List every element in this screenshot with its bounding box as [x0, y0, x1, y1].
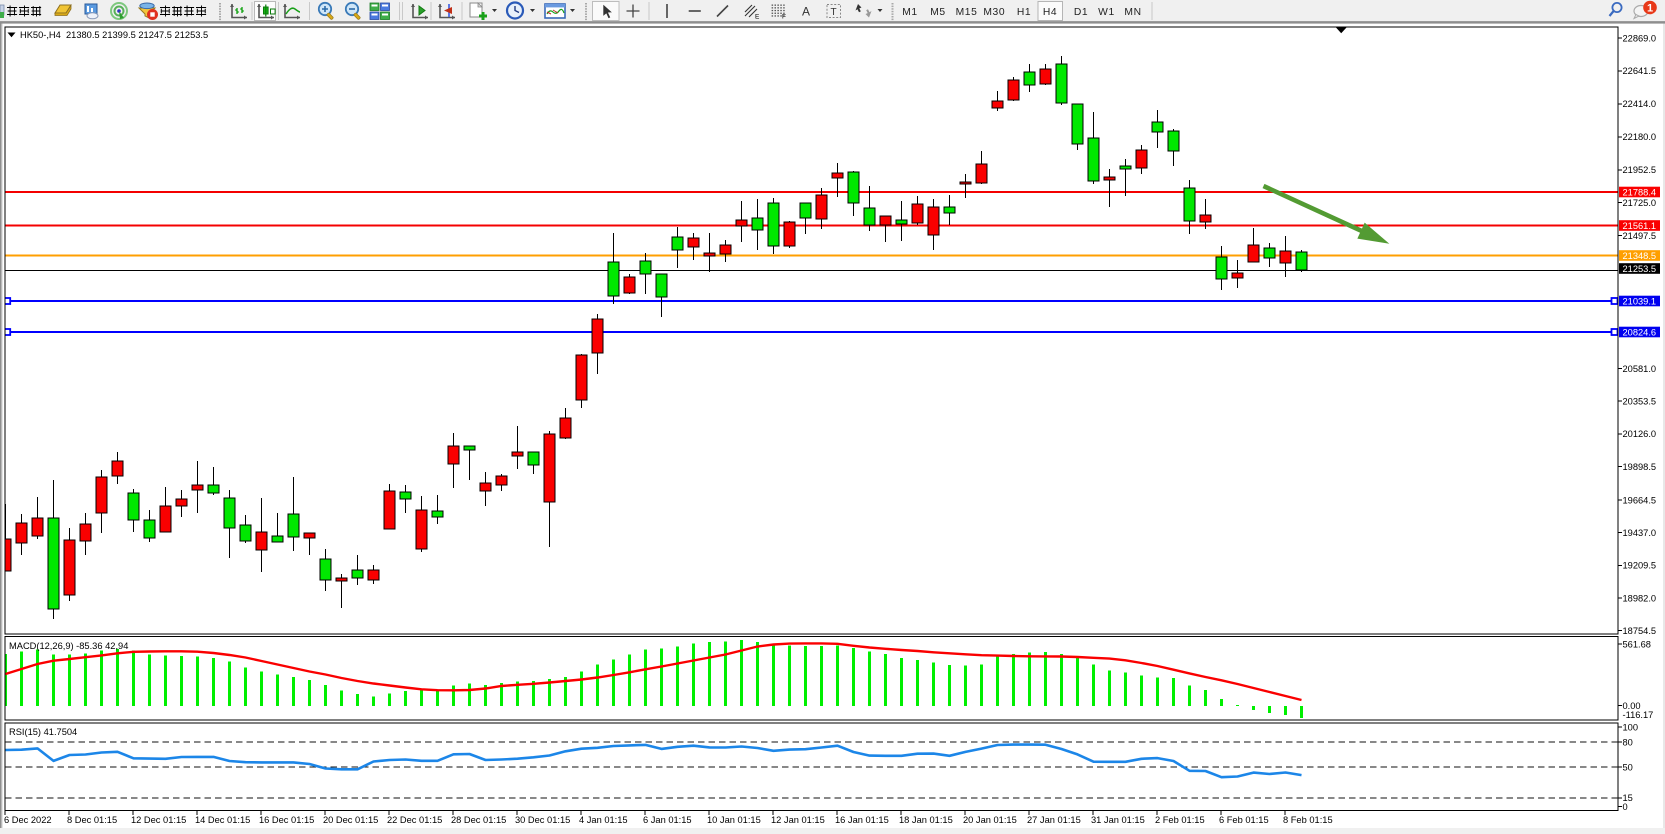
svg-text:21561.1: 21561.1 [1623, 221, 1657, 231]
svg-text:M15: M15 [956, 7, 978, 18]
svg-text:M30: M30 [983, 7, 1005, 18]
svg-text:M1: M1 [902, 7, 918, 18]
svg-text:8 Feb 01:15: 8 Feb 01:15 [1283, 815, 1333, 825]
svg-text:6 Jan 01:15: 6 Jan 01:15 [643, 815, 692, 825]
svg-text:21725.0: 21725.0 [1623, 198, 1657, 208]
svg-text:16 Dec 01:15: 16 Dec 01:15 [259, 815, 314, 825]
svg-text:22 Dec 01:15: 22 Dec 01:15 [387, 815, 442, 825]
svg-text:-116.17: -116.17 [1623, 710, 1654, 720]
svg-text:RSI(15) 41.7504: RSI(15) 41.7504 [9, 727, 77, 737]
svg-text:20 Jan 01:15: 20 Jan 01:15 [963, 815, 1017, 825]
svg-text:100: 100 [1623, 722, 1639, 732]
svg-text:MACD(12,26,9) -85.36 42,94: MACD(12,26,9) -85.36 42,94 [9, 641, 128, 651]
svg-text:21348.5: 21348.5 [1623, 251, 1657, 261]
svg-text:30 Dec 01:15: 30 Dec 01:15 [515, 815, 570, 825]
svg-text:19664.5: 19664.5 [1623, 495, 1657, 505]
svg-text:50: 50 [1623, 763, 1633, 773]
svg-text:14 Dec 01:15: 14 Dec 01:15 [195, 815, 250, 825]
svg-text:20581.0: 20581.0 [1623, 364, 1657, 374]
svg-text:22869.0: 22869.0 [1623, 33, 1657, 43]
svg-text:22641.5: 22641.5 [1623, 66, 1657, 76]
svg-text:19209.5: 19209.5 [1623, 561, 1657, 571]
svg-text:0.00: 0.00 [1623, 701, 1641, 711]
svg-text:MN: MN [1124, 7, 1141, 18]
svg-text:W1: W1 [1098, 7, 1115, 18]
svg-text:H1: H1 [1017, 7, 1031, 18]
svg-text:H4: H4 [1043, 7, 1057, 18]
svg-text:E: E [755, 14, 760, 21]
svg-text:6 Feb 01:15: 6 Feb 01:15 [1219, 815, 1269, 825]
svg-text:12 Jan 01:15: 12 Jan 01:15 [771, 815, 825, 825]
svg-text:1: 1 [1647, 3, 1653, 15]
svg-text:15: 15 [1623, 793, 1633, 803]
svg-text:28 Dec 01:15: 28 Dec 01:15 [451, 815, 506, 825]
svg-text:31 Jan 01:15: 31 Jan 01:15 [1091, 815, 1145, 825]
svg-text:18754.5: 18754.5 [1623, 626, 1657, 636]
svg-text:21253.5: 21253.5 [1623, 264, 1657, 274]
svg-text:27 Jan 01:15: 27 Jan 01:15 [1027, 815, 1081, 825]
svg-text:20 Dec 01:15: 20 Dec 01:15 [323, 815, 378, 825]
svg-text:10 Jan 01:15: 10 Jan 01:15 [707, 815, 761, 825]
svg-text:D1: D1 [1074, 7, 1088, 18]
svg-text:A: A [802, 5, 810, 19]
svg-text:8 Dec 01:15: 8 Dec 01:15 [67, 815, 117, 825]
svg-text:T: T [831, 7, 837, 18]
svg-text:561.68: 561.68 [1623, 639, 1651, 649]
svg-text:80: 80 [1623, 737, 1633, 747]
svg-text:6 Dec 2022: 6 Dec 2022 [4, 815, 52, 825]
svg-text:20353.5: 20353.5 [1623, 397, 1657, 407]
svg-text:2 Feb 01:15: 2 Feb 01:15 [1155, 815, 1205, 825]
svg-text:12 Dec 01:15: 12 Dec 01:15 [131, 815, 186, 825]
svg-text:16 Jan 01:15: 16 Jan 01:15 [835, 815, 889, 825]
svg-text:18 Jan 01:15: 18 Jan 01:15 [899, 815, 953, 825]
svg-text:4 Jan 01:15: 4 Jan 01:15 [579, 815, 628, 825]
svg-text:21952.5: 21952.5 [1623, 165, 1657, 175]
svg-text:F: F [782, 14, 786, 21]
svg-text:20824.6: 20824.6 [1623, 327, 1657, 337]
svg-text:HK50-,H4 21380.5 21399.5 2124: HK50-,H4 21380.5 21399.5 21247.5 21253.5 [20, 30, 208, 40]
svg-text:22414.0: 22414.0 [1623, 99, 1657, 109]
svg-text:21788.4: 21788.4 [1623, 187, 1657, 197]
svg-text:19898.5: 19898.5 [1623, 462, 1657, 472]
svg-text:20126.0: 20126.0 [1623, 429, 1657, 439]
svg-text:21039.1: 21039.1 [1623, 296, 1657, 306]
svg-text:21497.5: 21497.5 [1623, 231, 1657, 241]
svg-text:18982.0: 18982.0 [1623, 593, 1657, 603]
svg-text:0: 0 [1623, 802, 1628, 812]
svg-text:22180.0: 22180.0 [1623, 132, 1657, 142]
svg-text:19437.0: 19437.0 [1623, 528, 1657, 538]
svg-text:M5: M5 [930, 7, 946, 18]
